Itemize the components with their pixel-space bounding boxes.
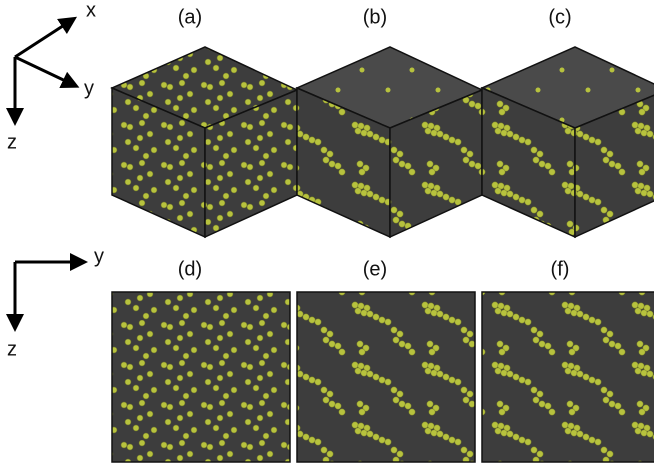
slice: [112, 292, 290, 462]
y-arrow: [15, 57, 74, 85]
figure: x y z y z (a) (b) (c) (d) (e) (f): [0, 0, 654, 465]
panel-label: (f): [551, 258, 570, 280]
cubes: (a) (b) (c): [112, 6, 654, 237]
panel-label: (a): [178, 6, 202, 28]
panel-label: (c): [548, 6, 571, 28]
panel-label: (b): [363, 6, 387, 28]
slices: (d) (e) (f): [112, 258, 654, 462]
axis-label: y: [84, 77, 94, 99]
panel-label: (e): [363, 258, 387, 280]
x-arrow: [15, 20, 72, 57]
slice: [297, 292, 475, 462]
axis-label: z: [7, 338, 17, 360]
slice: [482, 292, 654, 462]
axes-3d: x y z: [7, 0, 96, 153]
axis-label: y: [94, 245, 104, 267]
axis-label: x: [86, 0, 96, 21]
panel-label: (d): [178, 258, 202, 280]
axis-label: z: [7, 131, 17, 153]
axes-2d: y z: [7, 245, 104, 360]
